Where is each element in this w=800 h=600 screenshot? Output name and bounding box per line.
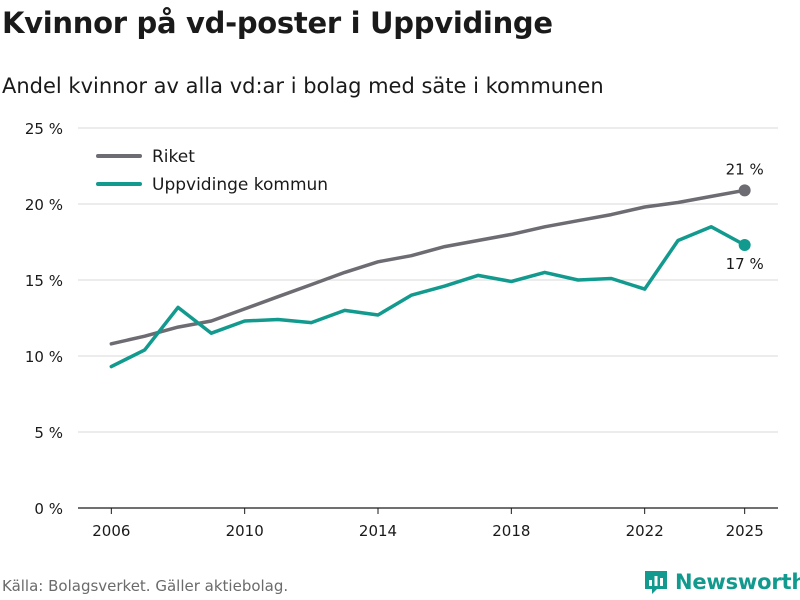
series-line-kommun (109, 225, 747, 369)
chart-subtitle: Andel kvinnor av alla vd:ar i bolag med … (2, 74, 604, 98)
end-value-label: 17 % (726, 255, 764, 273)
legend: Riket Uppvidinge kommun (96, 147, 328, 195)
brand-logo: Newsworthy (643, 569, 800, 595)
brand-name: Newsworthy (675, 570, 800, 594)
x-tick-label: 2018 (492, 522, 530, 540)
legend-label: Riket (152, 147, 195, 167)
chart-title: Kvinnor på vd-poster i Uppvidinge (2, 6, 553, 40)
end-point-riket (738, 184, 751, 197)
y-tick-label: 10 % (25, 348, 63, 366)
newsworthy-icon (645, 571, 667, 594)
end-labels: 21 % 17 % (726, 160, 764, 273)
y-tick-label: 25 % (25, 120, 63, 138)
x-tick-label: 2022 (626, 522, 664, 540)
y-tick-label: 20 % (25, 196, 63, 214)
legend-label: Uppvidinge kommun (152, 175, 328, 195)
x-tick-label: 2006 (92, 522, 130, 540)
line-chart: 0 %5 %10 %15 %20 %25 % 2006 2010 2014 2018 2… (25, 120, 778, 540)
y-tick-label: 0 % (34, 500, 63, 518)
x-tick-label: 2025 (726, 522, 764, 540)
source-note: Källa: Bolagsverket. Gäller aktiebolag. (2, 577, 289, 595)
y-tick-label: 15 % (25, 272, 63, 290)
y-tick-label: 5 % (34, 424, 63, 442)
x-axis: 2006 2010 2014 2018 2022 2025 (92, 508, 764, 540)
end-value-label: 21 % (726, 160, 764, 178)
end-point-kommun (738, 239, 751, 252)
x-tick-label: 2010 (226, 522, 264, 540)
x-tick-label: 2014 (359, 522, 397, 540)
series-lines (109, 184, 751, 369)
series-line-riket (109, 188, 747, 346)
gridlines: 0 % 5 % 10 % 15 % 20 % 25 % (25, 120, 778, 518)
